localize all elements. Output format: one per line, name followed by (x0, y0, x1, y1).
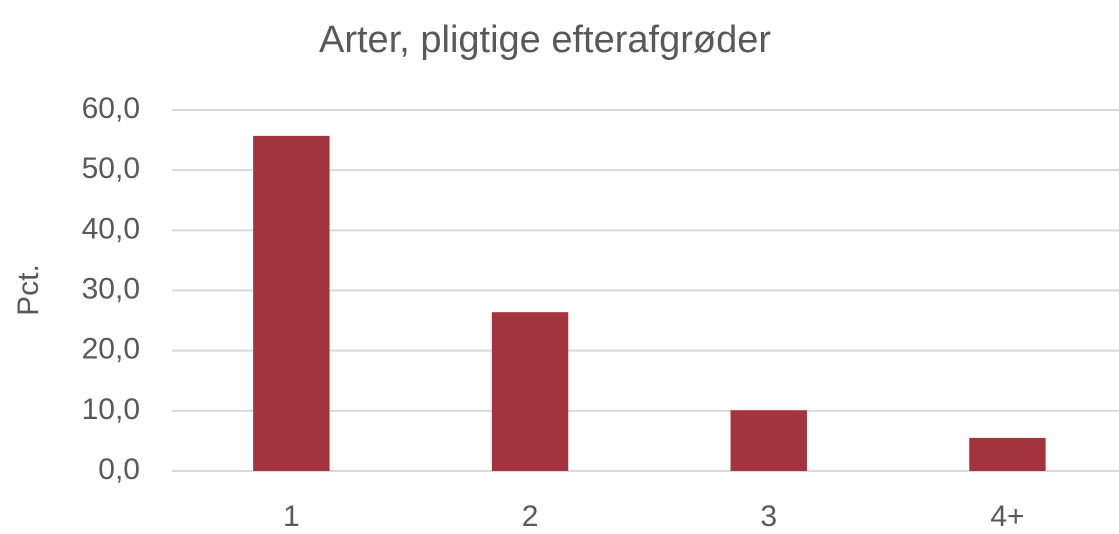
y-tick-label: 50,0 (82, 152, 140, 185)
y-tick-label: 20,0 (82, 333, 140, 366)
x-tick-label: 4+ (990, 500, 1024, 533)
y-axis-label: Pct. (12, 264, 45, 316)
bar (253, 135, 330, 471)
x-tick-label: 2 (522, 500, 539, 533)
chart-title: Arter, pligtige efterafgrøder (319, 19, 771, 61)
y-tick-label: 30,0 (82, 272, 140, 305)
x-tick-label: 1 (283, 500, 300, 533)
bar (730, 410, 807, 471)
bar (491, 312, 569, 471)
y-tick-label: 10,0 (82, 393, 140, 426)
y-tick-label: 60,0 (82, 92, 140, 125)
bar (969, 437, 1046, 471)
y-tick-label: 0,0 (98, 453, 140, 486)
x-tick-label: 3 (760, 500, 777, 533)
y-tick-label: 40,0 (82, 212, 140, 245)
